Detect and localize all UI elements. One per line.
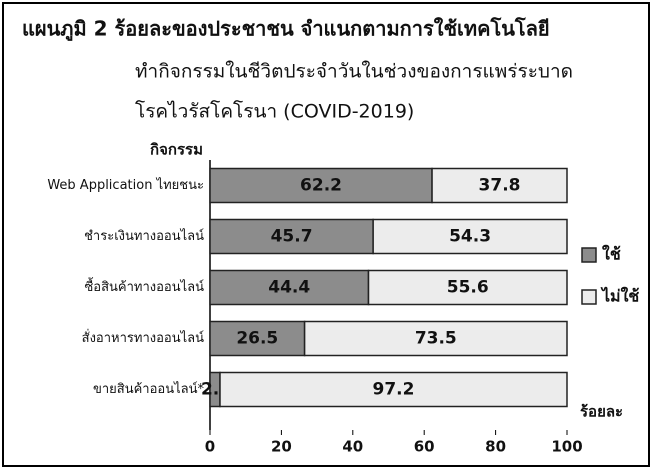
- chart-title: ทำกิจกรรมในชีวิตประจำวันในช่วงของการแพร่…: [135, 61, 573, 83]
- x-tick-label: 0: [205, 438, 215, 456]
- bar-segment: [372, 218, 568, 255]
- x-tick-label: 20: [271, 438, 292, 456]
- data-label: 55.6: [447, 278, 489, 298]
- y-tick-label: ขายสินค้าออนไลน์*: [93, 381, 205, 397]
- bar-segment: [431, 167, 568, 204]
- data-label: 26.5: [236, 329, 278, 349]
- y-tick-label: ชำระเงินทางออนไลน์: [84, 228, 204, 244]
- x-tick-label: 100: [551, 438, 582, 456]
- data-label: 45.7: [271, 227, 313, 247]
- y-tick-label: สั่งอาหารทางออนไลน์: [82, 329, 204, 346]
- bar-segment: [219, 371, 568, 408]
- data-label: 62.2: [300, 176, 342, 196]
- x-tick-label: 80: [485, 438, 506, 456]
- x-axis-label: ร้อยละ: [580, 403, 623, 421]
- bar-segment: [209, 269, 370, 306]
- legend-label: ใช้: [602, 245, 621, 264]
- data-label: 97.2: [373, 380, 415, 400]
- data-label: 44.4: [268, 278, 310, 298]
- data-label: 54.3: [449, 227, 491, 247]
- y-tick-label: ซื้อสินค้าทางออนไลน์: [84, 277, 204, 295]
- bar-segment: [209, 218, 374, 255]
- bar-segment: [209, 167, 433, 204]
- data-label: 73.5: [415, 329, 457, 349]
- bar-segment: [303, 320, 568, 357]
- legend-swatch: [581, 289, 597, 305]
- y-tick-label: Web Application ไทยชนะ: [47, 177, 204, 193]
- chart-title: โรคไวรัสโคโรนา (COVID-2019): [135, 100, 414, 123]
- y-axis-label: กิจกรรม: [150, 141, 203, 159]
- x-tick-label: 40: [342, 438, 363, 456]
- legend-swatch: [581, 247, 597, 263]
- bar-segment: [367, 269, 568, 306]
- chart-title: แผนภูมิ 2 ร้อยละของประชาชน จำแนกตามการใช…: [22, 17, 550, 43]
- data-label: 37.8: [479, 176, 521, 196]
- legend-label: ไม่ใช้: [600, 287, 639, 306]
- x-tick-label: 60: [414, 438, 435, 456]
